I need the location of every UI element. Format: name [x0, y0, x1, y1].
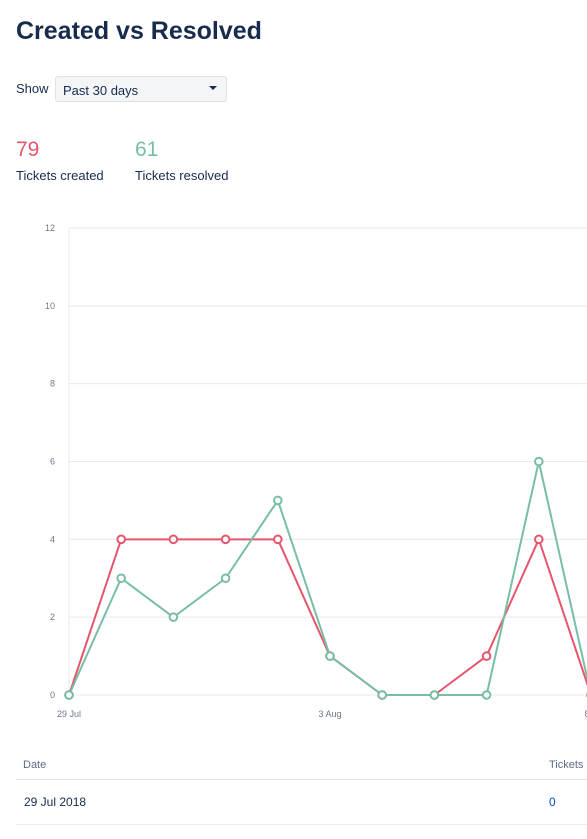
y-tick-label: 8	[50, 379, 55, 389]
tickets-table: Date Tickets c 29 Jul 2018 0	[16, 755, 587, 839]
table-row	[16, 825, 587, 839]
tickets-resolved-stat: 61 Tickets resolved	[135, 138, 228, 183]
row-date: 29 Jul 2018	[24, 795, 87, 809]
resolved-data-point	[481, 690, 492, 700]
tickets-resolved-label: Tickets resolved	[135, 168, 229, 183]
resolved-data-point	[325, 651, 335, 661]
created-vs-resolved-chart: 0 2 4 6 8 10 12 29 Jul 3 Aug 8 A	[45, 223, 587, 719]
created-data-point	[481, 651, 492, 661]
tickets-created-count: 79	[16, 138, 40, 161]
resolved-data-point	[64, 690, 74, 700]
y-tick-label: 0	[50, 690, 55, 700]
y-tick-label: 4	[50, 534, 55, 544]
tickets-resolved-count: 61	[135, 138, 159, 161]
resolved-data-point	[220, 573, 231, 584]
resolved-data-point	[273, 495, 283, 506]
created-data-point	[534, 534, 544, 545]
y-tick-label: 10	[45, 301, 55, 311]
x-tick-label: 3 Aug	[318, 709, 341, 719]
period-select[interactable]: Past 30 days	[55, 76, 227, 102]
y-tick-label: 6	[50, 457, 55, 467]
table-row: 29 Jul 2018 0	[16, 780, 587, 825]
tickets-column-header: Tickets c	[549, 759, 587, 771]
tickets-created-stat: 79 Tickets created	[16, 138, 104, 183]
tickets-created-label: Tickets created	[16, 168, 104, 183]
resolved-data-point	[534, 456, 544, 467]
chevron-down-icon	[209, 86, 217, 90]
resolved-data-point	[429, 690, 440, 700]
created-data-point	[116, 534, 126, 545]
show-label: Show	[16, 81, 49, 96]
y-tick-label: 12	[45, 223, 55, 233]
period-select-value: Past 30 days	[63, 83, 139, 98]
created-data-point	[168, 534, 179, 545]
resolved-data-point	[116, 573, 126, 584]
date-column-header: Date	[23, 759, 47, 771]
y-tick-label: 2	[50, 612, 55, 622]
x-tick-label: 8 A	[584, 709, 587, 719]
resolved-data-point	[377, 690, 388, 700]
created-data-point	[220, 534, 231, 545]
page-title: Created vs Resolved	[16, 17, 262, 45]
table-header-row: Date Tickets c	[16, 755, 587, 780]
created-data-point	[273, 534, 283, 545]
resolved-data-point	[168, 612, 179, 622]
x-tick-label: 29 Jul	[57, 709, 81, 719]
row-tickets-link[interactable]: 0	[549, 795, 556, 809]
